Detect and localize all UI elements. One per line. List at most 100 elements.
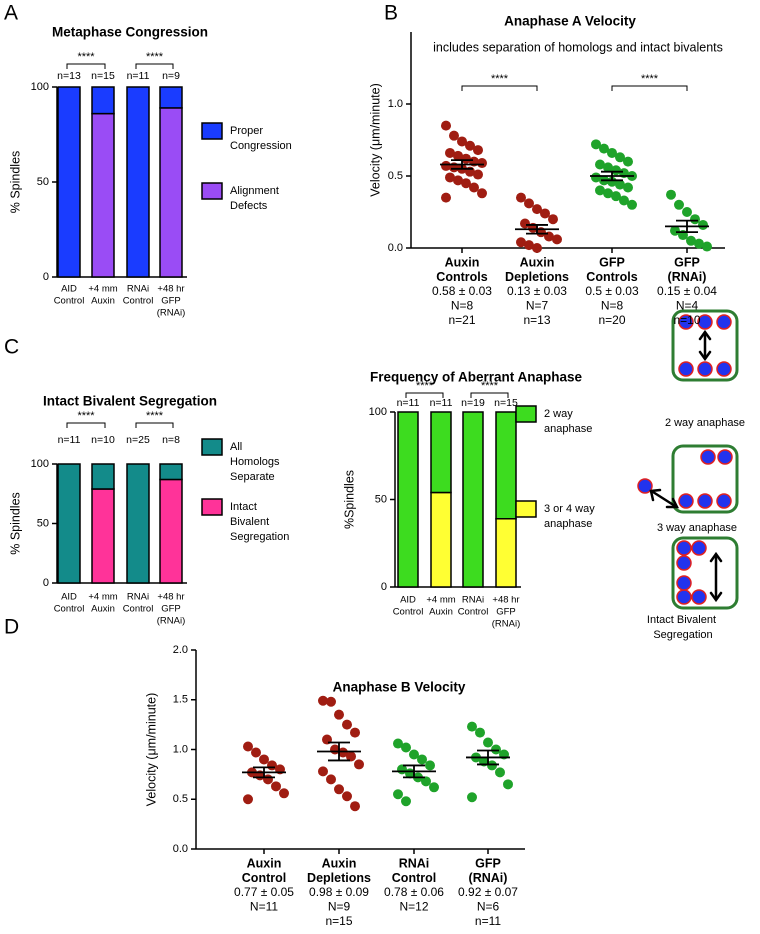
data-point [441, 120, 451, 131]
x-tick-label: Auxin [445, 255, 480, 269]
cell [671, 536, 739, 610]
data-point [326, 774, 336, 785]
n-label: n=15 [494, 397, 518, 409]
data-point [401, 796, 411, 807]
n-label: n=25 [126, 434, 150, 446]
diagram-label: 2 way anaphase [665, 417, 745, 429]
data-point [417, 754, 427, 765]
data-point [674, 199, 684, 210]
x-tick-label: GFP [599, 255, 625, 269]
bar-segment [159, 107, 183, 278]
significance-label: **** [146, 51, 164, 63]
bar-segment [430, 491, 452, 588]
x-tick-label: +4 mm [426, 595, 455, 606]
bar-segment [430, 411, 452, 494]
data-point [595, 159, 605, 170]
data-point [698, 219, 708, 230]
data-point [503, 779, 513, 790]
data-point [401, 742, 411, 753]
data-point [338, 747, 348, 758]
data-point [318, 695, 328, 706]
n-label: n=11 [430, 397, 453, 409]
group-stat: n=15 [325, 914, 352, 928]
data-point [694, 238, 704, 249]
data-point [421, 776, 431, 787]
data-point [453, 175, 463, 186]
legend-label: Alignment Defects [230, 185, 282, 212]
data-point [243, 794, 253, 805]
legend-label: 2 way anaphase [544, 408, 592, 435]
y-tick-label: 50 [37, 176, 49, 188]
significance-label: **** [146, 410, 164, 422]
data-point [473, 145, 483, 156]
data-point [599, 143, 609, 154]
y-tick-label: 0 [43, 577, 49, 589]
group-stat: N=8 [601, 299, 624, 313]
data-point [409, 749, 419, 760]
n-label: n=8 [162, 434, 180, 446]
data-point [682, 207, 692, 217]
data-point [607, 176, 617, 187]
error-bar [328, 741, 350, 762]
group-stat: n=11 [475, 914, 501, 928]
group-stat: n=20 [598, 313, 625, 327]
data-point [334, 784, 344, 795]
data-point [603, 162, 613, 173]
significance-bracket [66, 63, 106, 69]
group-stat: n=10 [673, 313, 700, 327]
error-bar [403, 764, 425, 779]
data-point [615, 179, 625, 190]
data-point [516, 237, 526, 248]
chart-title: Intact Bivalent Segregation [43, 394, 217, 409]
data-point [441, 160, 451, 171]
n-label: n=10 [91, 434, 115, 446]
data-point [393, 738, 403, 749]
x-tick-label: GFP [161, 604, 181, 615]
data-point [465, 140, 475, 151]
legend-swatch [201, 498, 223, 516]
data-point [467, 792, 477, 803]
x-tick-label: (RNAi) [668, 270, 707, 284]
data-point [477, 188, 487, 199]
data-point [259, 754, 269, 765]
bar-segment [126, 463, 150, 584]
y-tick-label: 2.0 [173, 644, 188, 656]
error-bar [253, 766, 275, 779]
y-axis-label: %Spindles [342, 470, 356, 529]
data-point [445, 172, 455, 183]
error-bar [676, 219, 698, 234]
significance-label: **** [641, 73, 659, 85]
group-stat: n=21 [448, 313, 475, 327]
bar-segment [91, 463, 115, 490]
group-stat: N=12 [399, 900, 428, 914]
x-tick-label: Depletions [307, 871, 371, 885]
data-point [457, 136, 467, 147]
significance-label: **** [416, 380, 434, 392]
significance-bracket [135, 422, 174, 428]
data-point [350, 727, 360, 738]
panel-letter: D [4, 616, 19, 639]
legend-swatch [201, 438, 223, 456]
data-point [548, 214, 558, 225]
legend-swatch [515, 500, 537, 518]
significance-bracket [135, 63, 174, 69]
x-tick-label: RNAi [462, 595, 484, 606]
n-label: n=9 [162, 70, 180, 82]
data-point [279, 788, 289, 799]
data-point [623, 182, 633, 193]
chromosomes [678, 314, 732, 377]
data-point [334, 709, 344, 720]
group-stat: N=4 [676, 299, 699, 313]
y-tick-label: 0 [43, 271, 49, 283]
diagram-label: Intact Bivalent Segregation [647, 614, 719, 641]
x-tick-label: Control [123, 296, 154, 307]
data-point [483, 737, 493, 748]
group-stat: N=7 [526, 299, 549, 313]
x-tick-label: Control [393, 607, 424, 618]
bar-segment [462, 411, 484, 588]
x-tick-label: Controls [436, 270, 487, 284]
data-point [425, 760, 435, 771]
group-stat: 0.98 ± 0.09 [309, 885, 369, 899]
legend-label: Proper Congression [230, 125, 292, 152]
data-point [449, 130, 459, 141]
